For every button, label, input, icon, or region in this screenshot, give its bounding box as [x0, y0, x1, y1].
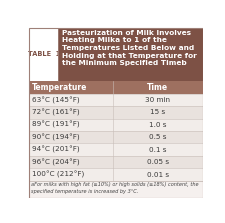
Bar — [112, 94, 202, 106]
Text: 63°C (145°F): 63°C (145°F) — [32, 96, 79, 103]
Bar — [29, 181, 202, 198]
Text: 0.05 s: 0.05 s — [146, 159, 168, 165]
Text: 94°C (201°F): 94°C (201°F) — [32, 146, 79, 153]
Text: 89°C (191°F): 89°C (191°F) — [32, 121, 79, 128]
Text: 0.01 s: 0.01 s — [146, 171, 168, 178]
Text: 0.5 s: 0.5 s — [148, 134, 166, 140]
Text: 30 min: 30 min — [144, 97, 169, 103]
Text: Temperature: Temperature — [32, 83, 87, 92]
Bar — [112, 143, 202, 156]
Text: aFor milks with high fat (≥10%) or high solids (≥18%) content, the
specified tem: aFor milks with high fat (≥10%) or high … — [30, 182, 197, 194]
Bar — [112, 156, 202, 168]
Bar — [112, 131, 202, 143]
Text: Time: Time — [146, 83, 167, 92]
Bar — [29, 168, 112, 181]
Bar — [112, 106, 202, 119]
Text: 90°C (194°F): 90°C (194°F) — [32, 134, 79, 141]
Text: 72°C (161°F): 72°C (161°F) — [32, 109, 79, 116]
Text: 96°C (204°F): 96°C (204°F) — [32, 159, 79, 166]
Bar — [29, 119, 112, 131]
Bar — [29, 156, 112, 168]
Bar — [29, 143, 112, 156]
Bar — [29, 131, 112, 143]
Bar — [58, 27, 202, 81]
Bar — [29, 106, 112, 119]
Bar — [29, 94, 112, 106]
Text: Pasteurization of Milk Involves
Heating Milka to 1 of the
Temperatures Listed Be: Pasteurization of Milk Involves Heating … — [61, 30, 196, 66]
Text: 1.0 s: 1.0 s — [148, 122, 166, 128]
Bar — [29, 81, 112, 94]
Bar — [112, 119, 202, 131]
Text: 0.1 s: 0.1 s — [148, 147, 166, 153]
Bar — [112, 81, 202, 94]
Text: TABLE  1: TABLE 1 — [27, 52, 60, 58]
Bar — [29, 27, 58, 81]
Text: 100°C (212°F): 100°C (212°F) — [32, 171, 84, 178]
Bar — [112, 168, 202, 181]
Text: 15 s: 15 s — [149, 109, 164, 115]
